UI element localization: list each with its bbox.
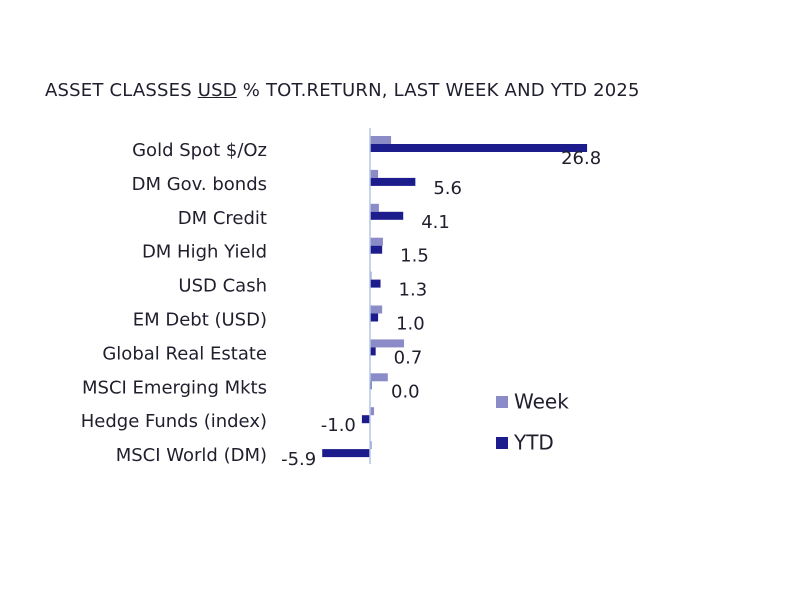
category-label: DM Credit (178, 208, 267, 229)
ytd-bar (322, 449, 370, 458)
week-bar (370, 305, 383, 314)
category-label: MSCI World (DM) (116, 445, 267, 466)
bars-layer (322, 136, 588, 458)
week-bar (370, 203, 379, 212)
legend-label-week: Week (514, 390, 569, 414)
ytd-data-label: 26.8 (561, 148, 601, 169)
week-bar (370, 373, 388, 382)
chart-title: ASSET CLASSES USD % TOT.RETURN, LAST WEE… (45, 80, 640, 101)
ytd-data-label: 1.0 (396, 314, 425, 335)
ytd-data-label: -5.9 (281, 449, 316, 470)
labels-layer: Gold Spot $/Oz 26.8 DM Gov. bonds 5.6 DM Cre… (81, 140, 601, 470)
week-bar (370, 237, 383, 246)
category-label: MSCI Emerging Mkts (82, 377, 267, 398)
ytd-data-label: 1.3 (399, 280, 428, 301)
ytd-bar (370, 279, 381, 288)
ytd-bar (361, 415, 370, 424)
ytd-bar (370, 144, 588, 152)
ytd-data-label: -1.0 (321, 415, 356, 436)
week-bar (370, 169, 379, 178)
week-bar (370, 407, 375, 416)
category-label: Hedge Funds (index) (81, 411, 267, 432)
ytd-data-label: 5.6 (433, 178, 462, 199)
chart-title-part-2: USD (197, 80, 237, 101)
ytd-data-label: 0.0 (391, 381, 420, 402)
ytd-data-label: 1.5 (400, 246, 429, 267)
category-label: Global Real Estate (102, 343, 267, 364)
legend-swatch-ytd (496, 437, 508, 449)
week-bar (370, 339, 405, 348)
category-label: EM Debt (USD) (133, 310, 267, 331)
ytd-data-label: 0.7 (394, 347, 423, 368)
legend: Week YTD (496, 390, 569, 455)
week-bar (370, 441, 372, 450)
ytd-data-label: 4.1 (421, 212, 450, 233)
chart-title-part-3: % TOT.RETURN, LAST WEEK AND YTD 2025 (236, 80, 640, 101)
category-label: DM High Yield (142, 242, 267, 263)
ytd-bar (370, 177, 416, 186)
ytd-bar (370, 347, 376, 356)
category-label: USD Cash (178, 276, 267, 297)
legend-label-ytd: YTD (513, 431, 554, 455)
category-label: DM Gov. bonds (132, 174, 267, 195)
ytd-bar (370, 211, 404, 220)
ytd-bar (370, 313, 379, 322)
ytd-bar (370, 245, 383, 254)
week-bar (370, 136, 392, 144)
legend-swatch-week (496, 396, 508, 408)
chart-title-part-1: ASSET CLASSES (45, 80, 198, 101)
category-label: Gold Spot $/Oz (132, 140, 267, 161)
